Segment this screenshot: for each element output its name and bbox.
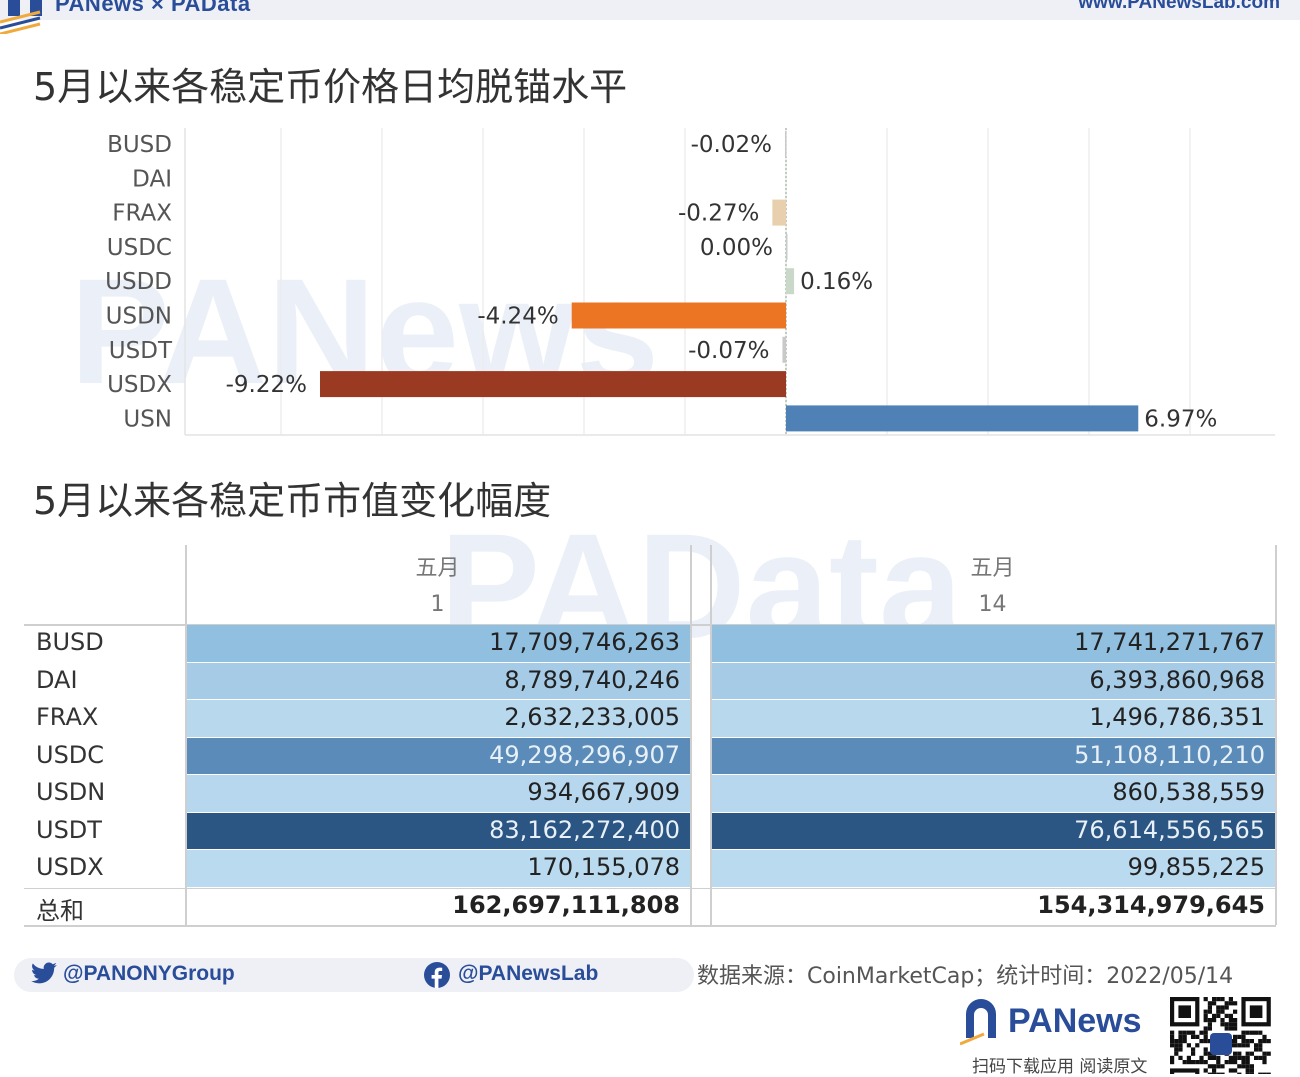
market-cap-value: 860,538,559 [1112, 778, 1265, 806]
y-tick-label: DAI [132, 166, 172, 192]
bar-frax [772, 199, 786, 226]
row-label: USDX [36, 853, 104, 881]
cell-background [711, 737, 1275, 774]
facebook-icon[interactable] [424, 962, 450, 988]
cell-background [186, 887, 690, 925]
market-cap-value: 17,741,271,767 [1074, 628, 1265, 656]
market-cap-value: 49,298,296,907 [489, 740, 680, 769]
data-label: -9.22% [226, 372, 307, 398]
y-tick-label: USDD [105, 269, 172, 295]
cell-background [186, 850, 690, 887]
column-header-day: 14 [978, 592, 1007, 617]
market-cap-value: 2,632,233,005 [504, 703, 680, 731]
market-cap-value: 934,667,909 [527, 778, 680, 806]
panews-logo-icon [960, 999, 996, 1046]
data-label: 0.16% [800, 269, 873, 295]
bar-usdt [782, 336, 786, 363]
cell-background [186, 812, 690, 849]
row-label: USDC [36, 740, 105, 769]
cell-background [711, 850, 1275, 887]
cell-background [711, 775, 1275, 812]
market-cap-value: 170,155,078 [527, 853, 680, 881]
bar-usdc [786, 233, 788, 260]
data-label: -0.07% [688, 338, 769, 364]
data-label: 0.00% [700, 235, 773, 261]
column-header-day: 1 [430, 592, 445, 617]
column-border [1275, 545, 1277, 925]
table-bottom-border [24, 925, 1276, 927]
chart-title: 5月以来各稳定币价格日均脱锚水平 [33, 65, 628, 109]
data-label: 6.97% [1144, 406, 1217, 432]
panews-logo-text: PANews [1008, 1002, 1142, 1040]
row-label: DAI [36, 665, 78, 694]
y-tick-label: USDN [106, 304, 172, 330]
column-border [710, 545, 712, 925]
footer-social-bar [14, 958, 694, 992]
y-tick-label: USN [123, 406, 172, 432]
total-row-label: 总和 [36, 896, 84, 925]
twitter-handle[interactable]: @PANONYGroup [63, 962, 235, 985]
market-cap-value: 51,108,110,210 [1074, 740, 1265, 769]
depeg-bar-chart: BUSD -0.02% DAI FRAX -0.27% USDC 0.00% USDD 0.16… [105, 128, 1275, 436]
row-label: FRAX [36, 703, 99, 731]
market-cap-value: 6,393,860,968 [1089, 665, 1265, 694]
qr-caption: 扫码下载应用 阅读原文 [972, 1057, 1148, 1077]
column-header-month: 五月 [970, 556, 1015, 581]
cell-background [711, 887, 1275, 925]
cell-background [186, 625, 690, 662]
y-tick-label: USDC [107, 235, 172, 261]
bar-usn [786, 405, 1139, 432]
market-cap-value: 99,855,225 [1127, 853, 1265, 881]
header-divider [24, 624, 1276, 626]
column-border [185, 545, 187, 925]
data-source-note: 数据来源：CoinMarketCap；统计时间：2022/05/14 [697, 964, 1234, 989]
row-label: USDT [36, 815, 102, 844]
y-tick-label: FRAX [112, 201, 172, 227]
qr-code-icon[interactable] [1170, 997, 1274, 1074]
column-border [690, 545, 692, 925]
cell-background [711, 662, 1275, 699]
data-label: -4.24% [477, 304, 558, 330]
header-bar [0, 0, 1300, 20]
twitter-icon[interactable] [30, 962, 58, 986]
cell-background [711, 812, 1275, 849]
brand-stripes-icon [0, 0, 42, 34]
cell-background [186, 700, 690, 737]
total-value: 154,314,979,645 [1037, 890, 1265, 919]
data-label: -0.02% [691, 132, 772, 158]
market-cap-value: 83,162,272,400 [489, 815, 680, 844]
total-value: 162,697,111,808 [452, 890, 680, 919]
site-url-link[interactable]: www.PANewsLab.com [1078, 0, 1280, 13]
brand-title: PANews × PAData [55, 0, 251, 16]
market-cap-value: 1,496,786,351 [1089, 703, 1265, 731]
y-tick-label: BUSD [107, 132, 172, 158]
cell-background [711, 625, 1275, 662]
column-header-month: 五月 [415, 556, 460, 581]
bar-usdn [571, 302, 786, 329]
cell-background [711, 700, 1275, 737]
market-cap-value: 8,789,740,246 [504, 665, 680, 694]
cell-background [186, 662, 690, 699]
total-divider [24, 887, 1276, 889]
facebook-handle[interactable]: @PANewsLab [458, 962, 599, 985]
row-label: USDN [36, 778, 106, 806]
market-cap-value: 76,614,556,565 [1074, 815, 1265, 844]
bar-usdd [786, 268, 795, 295]
row-label: BUSD [36, 628, 104, 656]
cell-background [186, 775, 690, 812]
market-cap-value: 17,709,746,263 [489, 628, 680, 656]
table-title: 5月以来各稳定币市值变化幅度 [33, 479, 552, 523]
y-tick-label: USDT [109, 338, 173, 364]
data-label: -0.27% [678, 201, 759, 227]
bar-usdx [320, 371, 786, 398]
cell-background [186, 737, 690, 774]
y-tick-label: USDX [107, 372, 172, 398]
bar-busd [784, 131, 787, 157]
market-cap-table: 五月 1 五月 14 BUSD 17,709,746,263 17,741,271,767 D… [0, 540, 1300, 930]
